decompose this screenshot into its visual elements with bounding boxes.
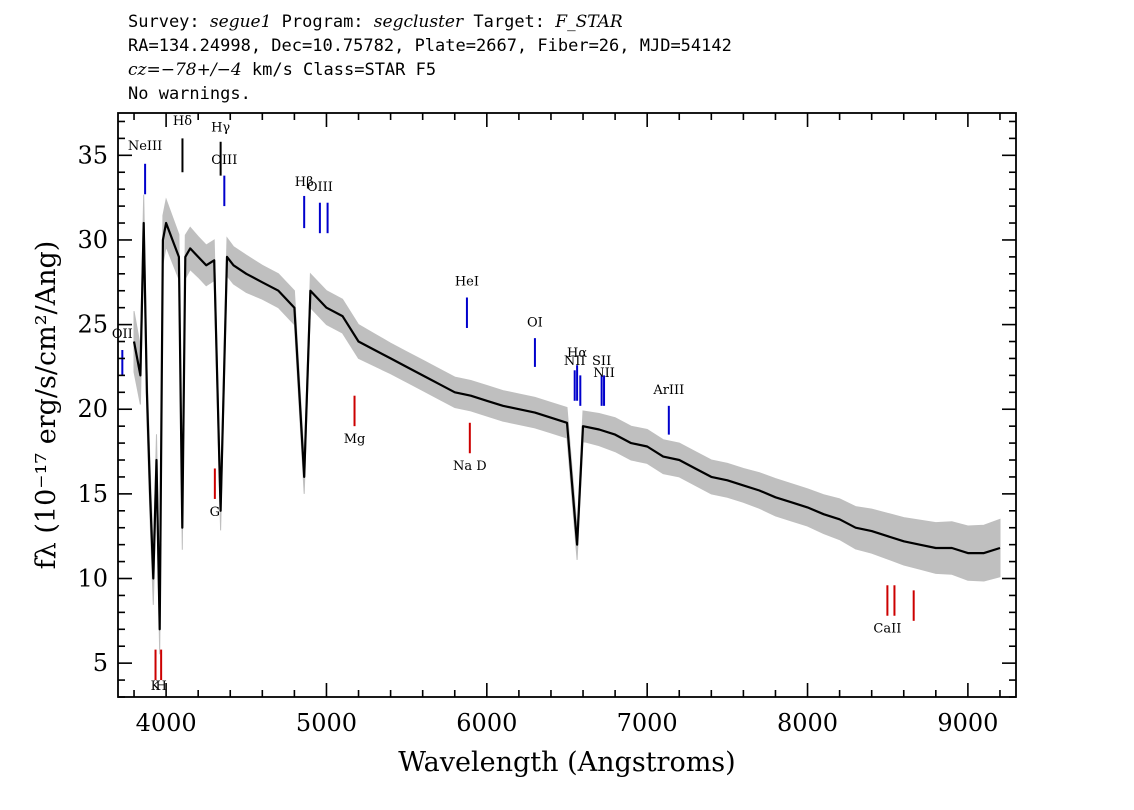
- emission-line-label: OI: [527, 315, 543, 330]
- plot-frame: [117, 112, 1017, 698]
- header-line-warnings: No warnings.: [128, 84, 251, 104]
- absorption-line-label: Mg: [344, 432, 366, 447]
- emission-line-label: HeI: [455, 275, 479, 290]
- x-axis-title: Wavelength (Angstroms): [398, 747, 735, 778]
- x-tick-label: 7000: [617, 709, 678, 737]
- absorption-line-label: CaII: [873, 622, 901, 637]
- y-tick-label: 5: [93, 649, 108, 677]
- emission-line-label: Hγ: [211, 121, 230, 136]
- y-tick-label: 20: [77, 395, 108, 423]
- emission-line-label: SII: [592, 354, 611, 369]
- emission-line-label: Hδ: [173, 114, 192, 129]
- absorption-line-label: H: [155, 679, 166, 694]
- header-line-redshift: cz=−78+/−4 km/s Class=STAR F5: [128, 60, 437, 80]
- absorption-line-label: Na D: [453, 459, 487, 474]
- header-line-survey: Survey: segue1 Program: segcluster Targe…: [128, 12, 623, 32]
- spectrum-header: Survey: segue1 Program: segcluster Targe…: [128, 10, 732, 106]
- absorption-line-label: G: [210, 505, 220, 520]
- emission-line-label: OIII: [211, 153, 237, 168]
- y-tick-label: 15: [77, 480, 108, 508]
- header-line-coordinates: RA=134.24998, Dec=10.75782, Plate=2667, …: [128, 36, 732, 56]
- x-tick-label: 4000: [136, 709, 197, 737]
- y-tick-label: 25: [77, 311, 108, 339]
- x-tick-label: 8000: [777, 709, 838, 737]
- emission-line-label: NII: [593, 366, 615, 381]
- emission-line-label: OIII: [307, 180, 333, 195]
- y-tick-label: 35: [77, 141, 108, 169]
- y-axis-title: fλ (10⁻¹⁷ erg/s/cm²/Ang): [31, 241, 62, 570]
- x-tick-label: 9000: [937, 709, 998, 737]
- emission-line-label: NII: [564, 354, 586, 369]
- absorption-line-label: K: [151, 679, 161, 694]
- y-tick-label: 30: [77, 226, 108, 254]
- axes: 4000 5000 6000 7000 8000 9000 5 10 15 20 25 30 35: [77, 113, 1016, 737]
- y-tick-label: 10: [77, 565, 108, 593]
- x-tick-label: 5000: [296, 709, 357, 737]
- emission-line-label: ArIII: [652, 383, 684, 398]
- x-tick-label: 6000: [456, 709, 517, 737]
- emission-line-label: Hβ: [295, 175, 314, 190]
- flux-line: [132, 221, 1001, 631]
- emission-line-label: Hα: [567, 346, 587, 361]
- emission-line-label: NeIII: [128, 139, 162, 154]
- emission-line-label: OII: [112, 327, 133, 342]
